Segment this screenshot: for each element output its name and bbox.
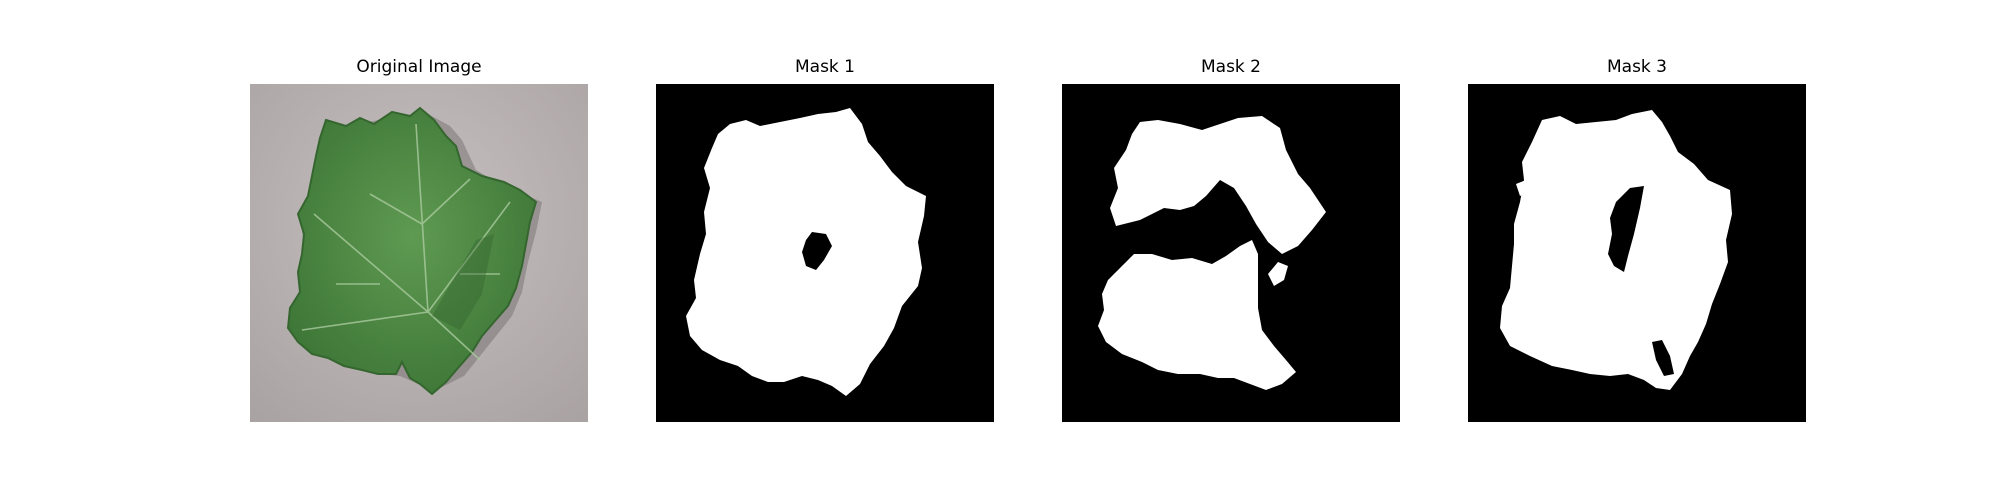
mask-3-image [1468, 84, 1806, 422]
panel-original-image: Original Image [250, 0, 588, 500]
mask-3-svg [1468, 84, 1806, 422]
panel-mask-3: Mask 3 [1468, 0, 1806, 500]
panel-title: Mask 1 [656, 57, 994, 77]
panel-title: Original Image [250, 57, 588, 77]
mask-1-svg [656, 84, 994, 422]
panel-mask-1: Mask 1 [656, 0, 994, 500]
panel-title: Mask 2 [1062, 57, 1400, 77]
original-leaf-photo [250, 84, 588, 422]
mask-2-image [1062, 84, 1400, 422]
panel-mask-2: Mask 2 [1062, 0, 1400, 500]
panel-title: Mask 3 [1468, 57, 1806, 77]
mask-1-image [656, 84, 994, 422]
leaf-photo-svg [250, 84, 588, 422]
mask-2-svg [1062, 84, 1400, 422]
